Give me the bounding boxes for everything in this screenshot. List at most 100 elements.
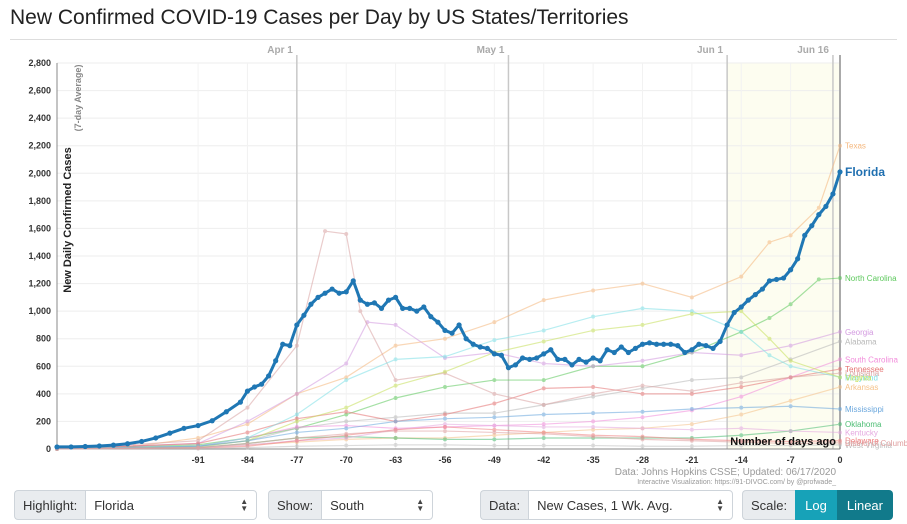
series-point <box>393 415 398 420</box>
series-point <box>492 430 497 435</box>
series-point <box>640 383 645 388</box>
series-point <box>591 288 596 293</box>
series-point <box>739 353 744 358</box>
series-end-label: Alabama <box>845 337 877 346</box>
series-point <box>344 231 349 236</box>
highlight-select[interactable]: Florida ▲ ▼ <box>85 490 258 520</box>
series-point <box>640 409 645 414</box>
series-point <box>477 344 483 350</box>
series-point <box>759 286 766 292</box>
date-marker-label: Jun 16 <box>797 45 829 56</box>
series-point <box>442 416 447 421</box>
show-select[interactable]: South ▲ ▼ <box>321 490 434 520</box>
series-point <box>519 355 526 361</box>
series-point <box>245 435 250 440</box>
series-district-of-columbia <box>55 429 842 451</box>
series-point <box>710 345 716 351</box>
series-point <box>385 297 392 303</box>
series-point <box>816 277 821 282</box>
series-point <box>442 422 447 427</box>
series-point <box>591 443 596 448</box>
series-point <box>632 345 639 351</box>
series-point <box>689 391 694 396</box>
select-arrows-icon: ▲ ▼ <box>240 497 249 513</box>
x-tick-label: -77 <box>290 455 303 465</box>
series-point <box>344 409 349 414</box>
series-point <box>167 430 173 436</box>
series-point <box>640 434 645 439</box>
series-point <box>773 276 780 283</box>
series-point <box>245 445 250 450</box>
x-tick-label: -56 <box>438 455 451 465</box>
series-point <box>788 398 793 403</box>
series-point <box>378 305 385 311</box>
linear-scale-button[interactable]: Linear <box>836 490 893 520</box>
log-scale-button[interactable]: Log <box>795 490 837 520</box>
data-select[interactable]: New Cases, 1 Wk. Avg. ▲ ▼ <box>528 490 734 520</box>
series-point <box>492 320 497 325</box>
x-tick-label: 0 <box>837 455 842 465</box>
series-point <box>492 401 497 406</box>
series-point <box>838 375 842 380</box>
series-point <box>287 343 293 349</box>
series-point <box>492 378 497 383</box>
y-tick-label: 0 <box>46 444 51 454</box>
series-point <box>244 388 251 394</box>
series-point <box>251 384 258 390</box>
date-marker-label: Apr 1 <box>267 45 293 56</box>
series-point <box>838 422 842 427</box>
series-line <box>56 307 841 450</box>
series-point <box>703 343 709 349</box>
show-select-value: South <box>330 497 365 513</box>
y-tick-label: 600 <box>36 361 51 371</box>
series-point <box>591 434 596 439</box>
highlight-control: Highlight: Florida ▲ ▼ <box>14 490 258 520</box>
series-point <box>838 143 842 148</box>
series-point <box>492 411 497 416</box>
series-point <box>196 435 201 440</box>
series-end-label: Kentucky <box>845 428 878 437</box>
series-point <box>393 322 398 327</box>
date-marker-label: May 1 <box>477 45 505 56</box>
series-point <box>245 405 250 410</box>
series-point <box>838 367 842 372</box>
series-point <box>661 341 667 347</box>
y-axis-sublabel: (7-day Average) <box>73 65 83 132</box>
series-point <box>541 443 546 448</box>
series-point <box>739 440 744 445</box>
series-point <box>344 375 349 380</box>
series-point <box>245 441 250 446</box>
series-point <box>739 405 744 410</box>
series-point <box>442 437 447 442</box>
x-tick-label: -49 <box>488 455 501 465</box>
series-point <box>196 445 201 450</box>
series-point <box>591 394 596 399</box>
series-point <box>435 319 441 325</box>
series-point <box>640 322 645 327</box>
series-point <box>209 418 215 424</box>
series-point <box>428 314 434 320</box>
page-title: New Confirmed COVID-19 Cases per Day by … <box>10 6 629 29</box>
series-end-label: Arkansas <box>845 383 878 392</box>
series-point <box>689 444 694 449</box>
series-line <box>56 145 841 449</box>
series-point <box>541 424 546 429</box>
series-point <box>294 438 299 443</box>
x-tick-label: -84 <box>241 455 254 465</box>
series-point <box>139 438 145 445</box>
series-point <box>788 267 794 273</box>
series-point <box>280 341 286 347</box>
series-point <box>788 343 793 348</box>
series-point <box>696 341 702 347</box>
series-point <box>421 304 427 310</box>
series-point <box>442 327 448 334</box>
series-point <box>739 426 744 431</box>
series-point <box>393 383 398 388</box>
series-point <box>788 302 793 307</box>
series-point <box>393 419 398 424</box>
series-point <box>344 405 349 410</box>
series-point <box>357 297 363 303</box>
series-end-label: Texas <box>845 142 866 151</box>
scale-control: Scale: Log Linear <box>742 490 893 520</box>
series-point <box>393 429 398 434</box>
